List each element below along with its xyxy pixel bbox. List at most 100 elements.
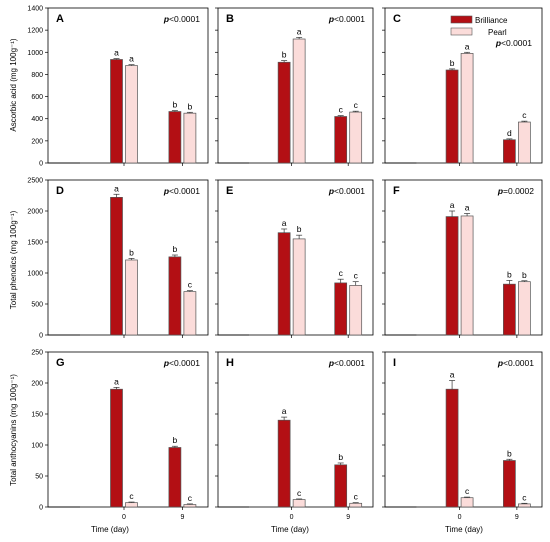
p-value: p<0.0001 — [163, 186, 200, 196]
significance-letter: b — [129, 247, 134, 257]
panel-F: a a b b F p=0.0002 — [382, 179, 543, 338]
significance-letter: a — [282, 218, 287, 228]
bar-brilliance — [503, 460, 516, 508]
significance-letter: c — [188, 280, 193, 290]
bar-brilliance — [445, 69, 459, 164]
bar-pearl — [125, 259, 138, 336]
panel-E: ab c c E p<0.0001 — [215, 179, 374, 338]
y-tick-label: 400 — [31, 116, 43, 123]
bar-brilliance — [110, 388, 123, 508]
bar-pearl — [183, 504, 197, 508]
bar-pearl — [125, 65, 138, 164]
bar-brilliance — [168, 447, 182, 508]
significance-letter: d — [507, 128, 512, 138]
y-tick-label: 500 — [31, 302, 43, 309]
significance-letter: c — [188, 493, 193, 503]
legend: Brilliance Pearl — [450, 15, 508, 37]
y-tick-label: 800 — [31, 72, 43, 79]
x-tick-label: 0 — [290, 514, 294, 521]
y-tick-label: 200 — [31, 381, 43, 388]
significance-letter: a — [465, 41, 470, 51]
significance-letter: b — [282, 50, 287, 60]
x-tick-label: 9 — [515, 514, 519, 521]
significance-letter: a — [114, 183, 119, 193]
y-tick-label: 2500 — [27, 178, 43, 185]
x-tick-label: 9 — [180, 514, 184, 521]
y-tick-label: 1500 — [27, 240, 43, 247]
xlabel-col-3: Time (day) — [445, 525, 483, 534]
p-value: p<0.0001 — [328, 358, 365, 368]
significance-letter: c — [522, 492, 527, 502]
panel-letter: I — [393, 357, 396, 369]
significance-letter: a — [114, 48, 119, 58]
p-value: p=0.0002 — [497, 186, 534, 196]
significance-letter: c — [465, 486, 470, 496]
significance-letter: a — [297, 26, 302, 36]
y-tick-label: 2000 — [27, 209, 43, 216]
panel-letter: C — [393, 13, 401, 25]
y-tick-label: 100 — [31, 443, 43, 450]
bar-brilliance — [445, 388, 459, 508]
panel-D: 0 500 1000 1500 2000 2500 a b b c D p<0.0001 — [27, 178, 209, 340]
significance-letter: b — [188, 101, 193, 111]
significance-letter: a — [114, 376, 119, 386]
bar-brilliance — [277, 419, 291, 508]
y-tick-label: 150 — [31, 412, 43, 419]
panel-letter: A — [56, 13, 64, 25]
xlabel-col-2: Time (day) — [271, 525, 309, 534]
bar-pearl — [518, 281, 531, 336]
ylabel-row-2: Total phenolics (mg 100g⁻¹) — [9, 210, 18, 309]
bar-brilliance — [168, 256, 182, 336]
significance-letter: b — [173, 100, 178, 110]
panel-letter: E — [226, 185, 233, 197]
y-tick-label: 1000 — [27, 271, 43, 278]
legend-swatch-pearl — [450, 27, 473, 36]
significance-letter: a — [465, 202, 470, 212]
panel-letter: G — [56, 357, 65, 369]
legend-swatch-brilliance — [450, 15, 473, 24]
ylabel-row-1: Ascorbic acid (mg 100g⁻¹) — [9, 38, 18, 131]
panel-B: b a c c B p<0.0001 — [215, 7, 374, 166]
significance-letter: c — [522, 110, 527, 120]
bar-brilliance — [334, 464, 348, 508]
panel-letter: D — [56, 185, 64, 197]
y-tick-label: 600 — [31, 94, 43, 101]
bar-pearl — [125, 502, 138, 508]
bar-brilliance — [168, 111, 182, 164]
y-tick-label: 250 — [31, 350, 43, 357]
bar-brilliance — [277, 232, 291, 336]
significance-letter: b — [297, 224, 302, 234]
bar-brilliance — [503, 283, 516, 336]
bar-brilliance — [334, 116, 348, 164]
bar-pearl — [518, 503, 531, 508]
significance-letter: a — [450, 200, 455, 210]
p-value: p<0.0001 — [163, 14, 200, 24]
significance-letter: c — [354, 492, 359, 502]
significance-letter: b — [507, 448, 512, 458]
panel-G: 0 50 100 150 200 250 0 a c 9 b c G p<0.0001 — [31, 350, 209, 521]
significance-letter: b — [173, 244, 178, 254]
significance-letter: a — [450, 370, 455, 380]
significance-letter: c — [129, 491, 134, 501]
xlabel-col-1: Time (day) — [91, 525, 129, 534]
plot-frame — [217, 351, 374, 508]
p-value: p<0.0001 — [328, 14, 365, 24]
panel-letter: B — [226, 13, 234, 25]
legend-label-brilliance: Brilliance — [475, 16, 508, 25]
bar-pearl — [349, 111, 363, 164]
p-value: p<0.0001 — [163, 358, 200, 368]
bar-brilliance — [277, 61, 291, 164]
panel-H: 0 a c 9 b c H p<0.0001 — [215, 351, 374, 521]
x-tick-label: 0 — [122, 514, 126, 521]
y-tick-label: 200 — [31, 138, 43, 145]
panel-C: ba dc Cp<0.0001 — [382, 7, 543, 166]
bar-pearl — [349, 502, 363, 508]
panel-letter: F — [393, 185, 400, 197]
bar-pearl — [292, 38, 306, 164]
y-tick-label: 1200 — [27, 28, 43, 35]
bar-pearl — [460, 497, 474, 508]
panel-A: 0 200 400 600 800 1000 1200 1400 aa b b A p<0.0001 — [27, 6, 209, 168]
plot-frame — [47, 351, 209, 508]
significance-letter: b — [173, 435, 178, 445]
